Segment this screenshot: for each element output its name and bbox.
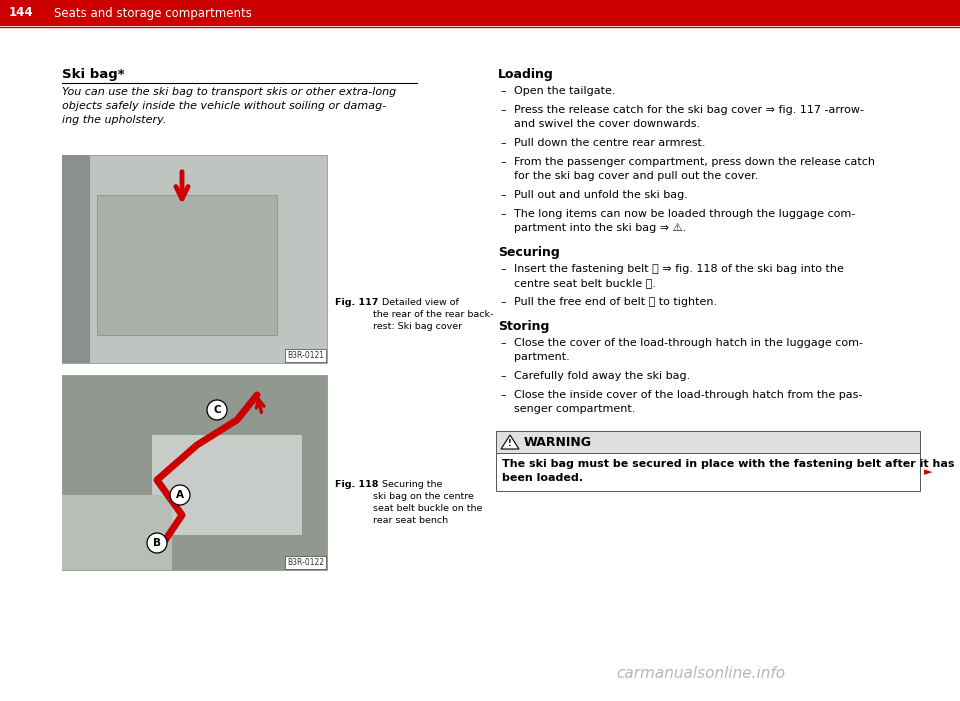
Text: –: – [500, 86, 506, 96]
Text: Securing the
ski bag on the centre
seat belt buckle on the
rear seat bench: Securing the ski bag on the centre seat … [373, 480, 482, 526]
Text: –: – [500, 264, 506, 274]
Text: B: B [153, 538, 161, 548]
Bar [62, 155, 327, 363]
Bar [62, 495, 172, 570]
Text: –: – [500, 209, 506, 219]
Text: Loading: Loading [498, 68, 554, 81]
Text: –: – [500, 190, 506, 200]
Text: –: – [500, 105, 506, 115]
Text: –: – [500, 338, 506, 348]
Text: ►: ► [924, 467, 932, 477]
Bar [0, 0, 42, 26]
Text: You can use the ski bag to transport skis or other extra-long
objects safely ins: You can use the ski bag to transport ski… [62, 87, 396, 125]
Text: Fig. 118: Fig. 118 [335, 480, 378, 489]
Text: –: – [500, 157, 506, 167]
Text: From the passenger compartment, press down the release catch
for the ski bag cov: From the passenger compartment, press do… [514, 157, 875, 181]
Text: –: – [500, 390, 506, 400]
Text: Pull down the centre rear armrest.: Pull down the centre rear armrest. [514, 138, 706, 148]
Circle shape [147, 533, 167, 553]
Circle shape [207, 400, 227, 420]
Text: Carefully fold away the ski bag.: Carefully fold away the ski bag. [514, 371, 690, 381]
Text: Fig. 117: Fig. 117 [335, 298, 378, 307]
Text: B3R-0122: B3R-0122 [287, 558, 324, 567]
Text: WARNING: WARNING [524, 435, 592, 449]
Text: The ski bag must be secured in place with the fastening belt after it has
been l: The ski bag must be secured in place wit… [502, 459, 954, 482]
Bar [0, 0, 960, 26]
Text: C: C [213, 405, 221, 415]
Text: Pull the free end of belt Ⓒ to tighten.: Pull the free end of belt Ⓒ to tighten. [514, 297, 717, 307]
Text: Detailed view of
the rear of the rear back-
rest: Ski bag cover: Detailed view of the rear of the rear ba… [373, 298, 493, 332]
Text: –: – [500, 138, 506, 148]
Text: Pull out and unfold the ski bag.: Pull out and unfold the ski bag. [514, 190, 688, 200]
Bar [496, 453, 920, 491]
Text: Press the release catch for the ski bag cover ⇒ fig. 117 -arrow-
and swivel the : Press the release catch for the ski bag … [514, 105, 864, 129]
Text: –: – [500, 297, 506, 307]
Polygon shape [501, 435, 519, 449]
Text: Seats and storage compartments: Seats and storage compartments [54, 6, 252, 20]
Text: Close the cover of the load-through hatch in the luggage com-
partment.: Close the cover of the load-through hatc… [514, 338, 863, 362]
Text: Securing: Securing [498, 246, 560, 259]
Bar [97, 195, 277, 335]
Text: Insert the fastening belt Ⓐ ⇒ fig. 118 of the ski bag into the
centre seat belt : Insert the fastening belt Ⓐ ⇒ fig. 118 o… [514, 264, 844, 288]
Bar [152, 435, 302, 535]
Text: Close the inside cover of the load-through hatch from the pas-
senger compartmen: Close the inside cover of the load-throu… [514, 390, 862, 414]
Text: Storing: Storing [498, 320, 549, 333]
Text: Ski bag*: Ski bag* [62, 68, 125, 81]
Text: The long items can now be loaded through the luggage com-
partment into the ski : The long items can now be loaded through… [514, 209, 855, 233]
Text: B3R-0121: B3R-0121 [287, 351, 324, 360]
Text: 144: 144 [9, 6, 34, 20]
Bar [496, 431, 920, 453]
Text: A: A [176, 490, 184, 500]
Bar [62, 375, 327, 570]
Text: !: ! [508, 439, 512, 447]
Circle shape [170, 485, 190, 505]
Text: Open the tailgate.: Open the tailgate. [514, 86, 615, 96]
Bar [62, 155, 90, 363]
Text: –: – [500, 371, 506, 381]
Text: carmanualsonline.info: carmanualsonline.info [616, 665, 785, 681]
